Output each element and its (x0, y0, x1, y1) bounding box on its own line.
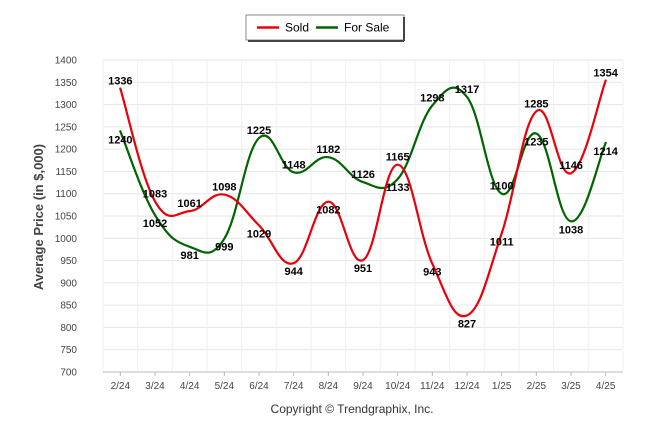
series-line-sold (119, 79, 607, 318)
x-tick-label: 3/24 (145, 381, 165, 392)
data-label-for-sale: 981 (180, 250, 198, 262)
data-label-for-sale: 1133 (386, 182, 410, 194)
data-label-for-sale: 1214 (593, 146, 618, 158)
y-tick-label: 1050 (55, 212, 78, 223)
x-tick-label: 4/24 (180, 381, 200, 392)
data-label-for-sale: 1317 (455, 84, 479, 96)
data-label-sold: 827 (458, 318, 476, 330)
y-tick-label: 1350 (55, 78, 78, 89)
y-tick-label: 850 (60, 301, 77, 312)
x-tick-label: 5/24 (215, 381, 235, 392)
y-tick-label: 950 (60, 256, 77, 267)
data-label-for-sale: 1240 (108, 134, 132, 146)
x-tick-label: 10/24 (385, 381, 410, 392)
data-label-layer: 1336 1083 1061 1098 1029 944 1082 951 1165 943 827… (108, 68, 619, 331)
data-label-sold: 1011 (490, 236, 514, 248)
x-tick-label: 1/25 (492, 381, 512, 392)
y-tick-label: 1300 (55, 100, 78, 111)
y-axis-title: Average Price (in $,000) (31, 144, 46, 290)
data-label-sold: 1029 (247, 228, 271, 240)
y-tick-label: 900 (60, 278, 77, 289)
y-tick-label: 1150 (55, 167, 77, 178)
y-tick-label: 1400 (55, 56, 78, 67)
y-tick-label: 1100 (55, 189, 77, 200)
copyright-footer: Copyright © Trendgraphix, Inc. (271, 402, 434, 416)
data-label-sold: 1285 (524, 98, 548, 110)
data-label-sold: 951 (354, 263, 372, 275)
data-label-sold: 1336 (108, 76, 132, 88)
data-label-sold: 943 (423, 267, 441, 279)
data-label-for-sale: 1148 (282, 159, 306, 171)
data-label-for-sale: 1126 (351, 169, 375, 181)
x-tick-label: 4/25 (596, 381, 616, 392)
data-label-sold: 1354 (593, 68, 618, 80)
y-tick-label: 1250 (55, 122, 78, 133)
x-tick-label: 7/24 (284, 381, 304, 392)
x-tick-label: 11/24 (420, 381, 445, 392)
legend-label: For Sale (344, 21, 390, 35)
data-label-sold: 944 (284, 266, 303, 278)
x-tick-label: 3/25 (561, 381, 581, 392)
data-label-sold: 1061 (177, 198, 201, 210)
x-tick-label: 2/24 (111, 381, 131, 392)
data-label-for-sale: 1038 (559, 224, 583, 236)
y-tick-label: 1200 (55, 145, 78, 156)
x-tick-label: 9/24 (353, 381, 373, 392)
y-tick-label: 1000 (55, 234, 78, 245)
y-tick-label: 800 (60, 323, 77, 334)
series-line-for-sale (119, 86, 607, 254)
data-label-sold: 1083 (143, 188, 167, 200)
data-label-for-sale: 1182 (316, 144, 340, 156)
legend: Sold For Sale (245, 14, 405, 42)
x-tick-label: 8/24 (319, 381, 339, 392)
data-label-for-sale: 1100 (490, 181, 514, 193)
data-label-for-sale: 999 (215, 242, 233, 254)
data-label-sold: 1165 (386, 152, 410, 164)
y-tick-label: 750 (60, 345, 77, 356)
data-label-for-sale: 1235 (524, 137, 548, 149)
data-label-sold: 1098 (212, 182, 236, 194)
x-tick-label: 12/24 (454, 381, 479, 392)
data-label-sold: 1082 (316, 205, 340, 217)
x-tick-label: 2/25 (527, 381, 547, 392)
data-label-for-sale: 1298 (420, 92, 444, 104)
legend-label: Sold (285, 21, 309, 35)
y-tick-label: 700 (60, 368, 77, 379)
axis-layer: 700 750 800 850 900 950 1000 1050 1100 1150 1200 12… (55, 56, 623, 392)
data-label-for-sale: 1052 (143, 218, 167, 230)
data-label-for-sale: 1225 (247, 125, 271, 137)
series-layer (119, 79, 607, 318)
data-label-sold: 1146 (559, 160, 583, 172)
x-tick-label: 6/24 (249, 381, 269, 392)
